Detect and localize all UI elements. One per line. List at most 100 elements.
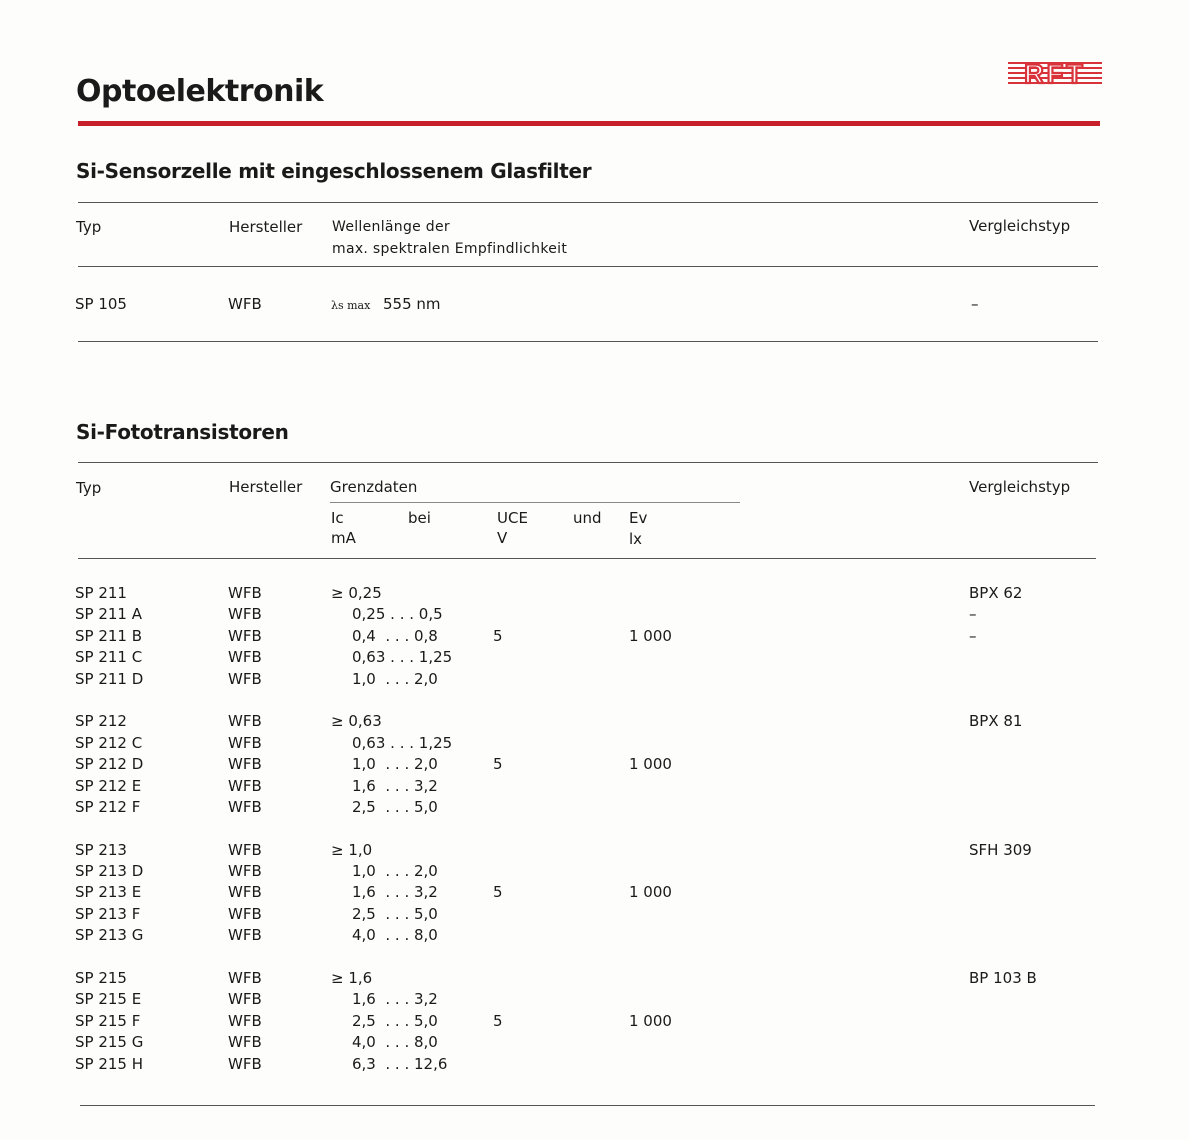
cell-ic: 0,25 . . . 0,5 — [352, 605, 443, 623]
cell-typ: SP 215 G — [75, 1033, 144, 1051]
cell-typ: SP 213 — [75, 841, 127, 859]
cell-vergleichstyp: SFH 309 — [969, 841, 1032, 859]
header-typ: Typ — [76, 479, 102, 497]
cell-hersteller: WFB — [228, 841, 262, 859]
cell-uce: 5 — [493, 627, 503, 645]
cell-typ: SP 211 C — [75, 648, 143, 666]
cell-typ: SP 215 E — [75, 990, 142, 1008]
cell-ev: 1 000 — [629, 1012, 672, 1030]
cell-ev: 1 000 — [629, 883, 672, 901]
cell-typ: SP 213 G — [75, 926, 144, 944]
header-uce: UCE — [497, 509, 528, 527]
cell-hersteller: WFB — [228, 1033, 262, 1051]
section-heading-sensorzelle: Si-Sensorzelle mit eingeschlossenem Glas… — [76, 159, 592, 183]
cell-vergleichstyp: BPX 62 — [969, 584, 1023, 602]
cell-hersteller: WFB — [228, 1012, 262, 1030]
cell-hersteller: WFB — [228, 798, 262, 816]
header-hersteller: Hersteller — [229, 218, 303, 236]
cell-typ: SP 215 H — [75, 1055, 144, 1073]
cell-hersteller: WFB — [228, 777, 262, 795]
cell-uce: 5 — [493, 883, 503, 901]
cell-hersteller: WFB — [228, 295, 262, 313]
cell-typ: SP 212 F — [75, 798, 141, 816]
cell-hersteller: WFB — [228, 883, 262, 901]
cell-vergleichstyp: – — [969, 605, 977, 623]
cell-typ: SP 211 — [75, 584, 127, 602]
cell-typ: SP 211 D — [75, 670, 144, 688]
header-vergleichstyp: Vergleichstyp — [969, 217, 1071, 235]
rule — [78, 266, 1098, 267]
cell-ic: 4,0 . . . 8,0 — [352, 1033, 438, 1051]
cell-ev: 1 000 — [629, 627, 672, 645]
header-ic: Ic — [331, 509, 344, 527]
cell-ic: 1,0 . . . 2,0 — [352, 755, 438, 773]
cell-typ: SP 211 A — [75, 605, 142, 623]
cell-ic: 1,0 . . . 2,0 — [352, 862, 438, 880]
cell-hersteller: WFB — [228, 755, 262, 773]
header-wellenlaenge-1: Wellenlänge der — [332, 219, 450, 235]
cell-wavelength: 555 nm — [383, 295, 441, 313]
cell-hersteller: WFB — [228, 862, 262, 880]
cell-ic: ≥ 1,6 — [331, 969, 373, 987]
cell-hersteller: WFB — [228, 648, 262, 666]
header-uce-unit: V — [497, 529, 508, 547]
cell-ic: 4,0 . . . 8,0 — [352, 926, 438, 944]
cell-hersteller: WFB — [228, 905, 262, 923]
cell-typ: SP 213 D — [75, 862, 144, 880]
header-vergleichstyp: Vergleichstyp — [969, 478, 1071, 496]
cell-vergleichstyp: BP 103 B — [969, 969, 1037, 987]
section-heading-fototransistoren: Si-Fototransistoren — [76, 420, 289, 444]
cell-typ: SP 215 — [75, 969, 127, 987]
rule — [78, 341, 1098, 342]
cell-hersteller: WFB — [228, 734, 262, 752]
header-typ: Typ — [76, 218, 102, 236]
cell-ic: 1,0 . . . 2,0 — [352, 670, 438, 688]
cell-ic: 0,4 . . . 0,8 — [352, 627, 438, 645]
cell-typ: SP 212 C — [75, 734, 143, 752]
header-ic-unit: mA — [331, 529, 356, 547]
cell-ic: 1,6 . . . 3,2 — [352, 777, 438, 795]
cell-typ: SP 212 E — [75, 777, 142, 795]
cell-ic: ≥ 1,0 — [331, 841, 373, 859]
cell-ic: 1,6 . . . 3,2 — [352, 990, 438, 1008]
cell-hersteller: WFB — [228, 712, 262, 730]
cell-ic: 0,63 . . . 1,25 — [352, 648, 453, 666]
cell-ic: 1,6 . . . 3,2 — [352, 883, 438, 901]
header-und: und — [573, 509, 602, 527]
cell-ic: 2,5 . . . 5,0 — [352, 905, 438, 923]
rule — [330, 502, 740, 503]
cell-hersteller: WFB — [228, 990, 262, 1008]
lambda-symbol: λs max — [331, 299, 371, 312]
cell-vergleichstyp: BPX 81 — [969, 712, 1023, 730]
header-ev-unit: lx — [629, 530, 643, 548]
cell-typ: SP 213 F — [75, 905, 141, 923]
cell-ic: 2,5 . . . 5,0 — [352, 1012, 438, 1030]
rule — [78, 558, 1096, 559]
cell-ic: 6,3 . . . 12,6 — [352, 1055, 448, 1073]
header-hersteller: Hersteller — [229, 478, 303, 496]
cell-typ: SP 212 D — [75, 755, 144, 773]
cell-hersteller: WFB — [228, 605, 262, 623]
cell-hersteller: WFB — [228, 926, 262, 944]
title-divider — [78, 121, 1100, 126]
cell-vergleichstyp: – — [969, 627, 977, 645]
header-grenzdaten: Grenzdaten — [330, 478, 418, 496]
rft-logo: RFT — [1008, 59, 1102, 89]
cell-hersteller: WFB — [228, 969, 262, 987]
rule — [78, 462, 1098, 463]
cell-ic: ≥ 0,63 — [331, 712, 382, 730]
cell-typ: SP 105 — [75, 295, 127, 313]
cell-ev: 1 000 — [629, 755, 672, 773]
cell-hersteller: WFB — [228, 584, 262, 602]
header-bei: bei — [408, 509, 431, 527]
cell-ic: ≥ 0,25 — [331, 584, 382, 602]
cell-ic: 0,63 . . . 1,25 — [352, 734, 453, 752]
cell-uce: 5 — [493, 1012, 503, 1030]
cell-typ: SP 215 F — [75, 1012, 141, 1030]
header-ev: Ev — [629, 509, 648, 527]
page-title: Optoelektronik — [76, 74, 324, 109]
cell-typ: SP 213 E — [75, 883, 142, 901]
cell-uce: 5 — [493, 755, 503, 773]
cell-typ: SP 211 B — [75, 627, 143, 645]
